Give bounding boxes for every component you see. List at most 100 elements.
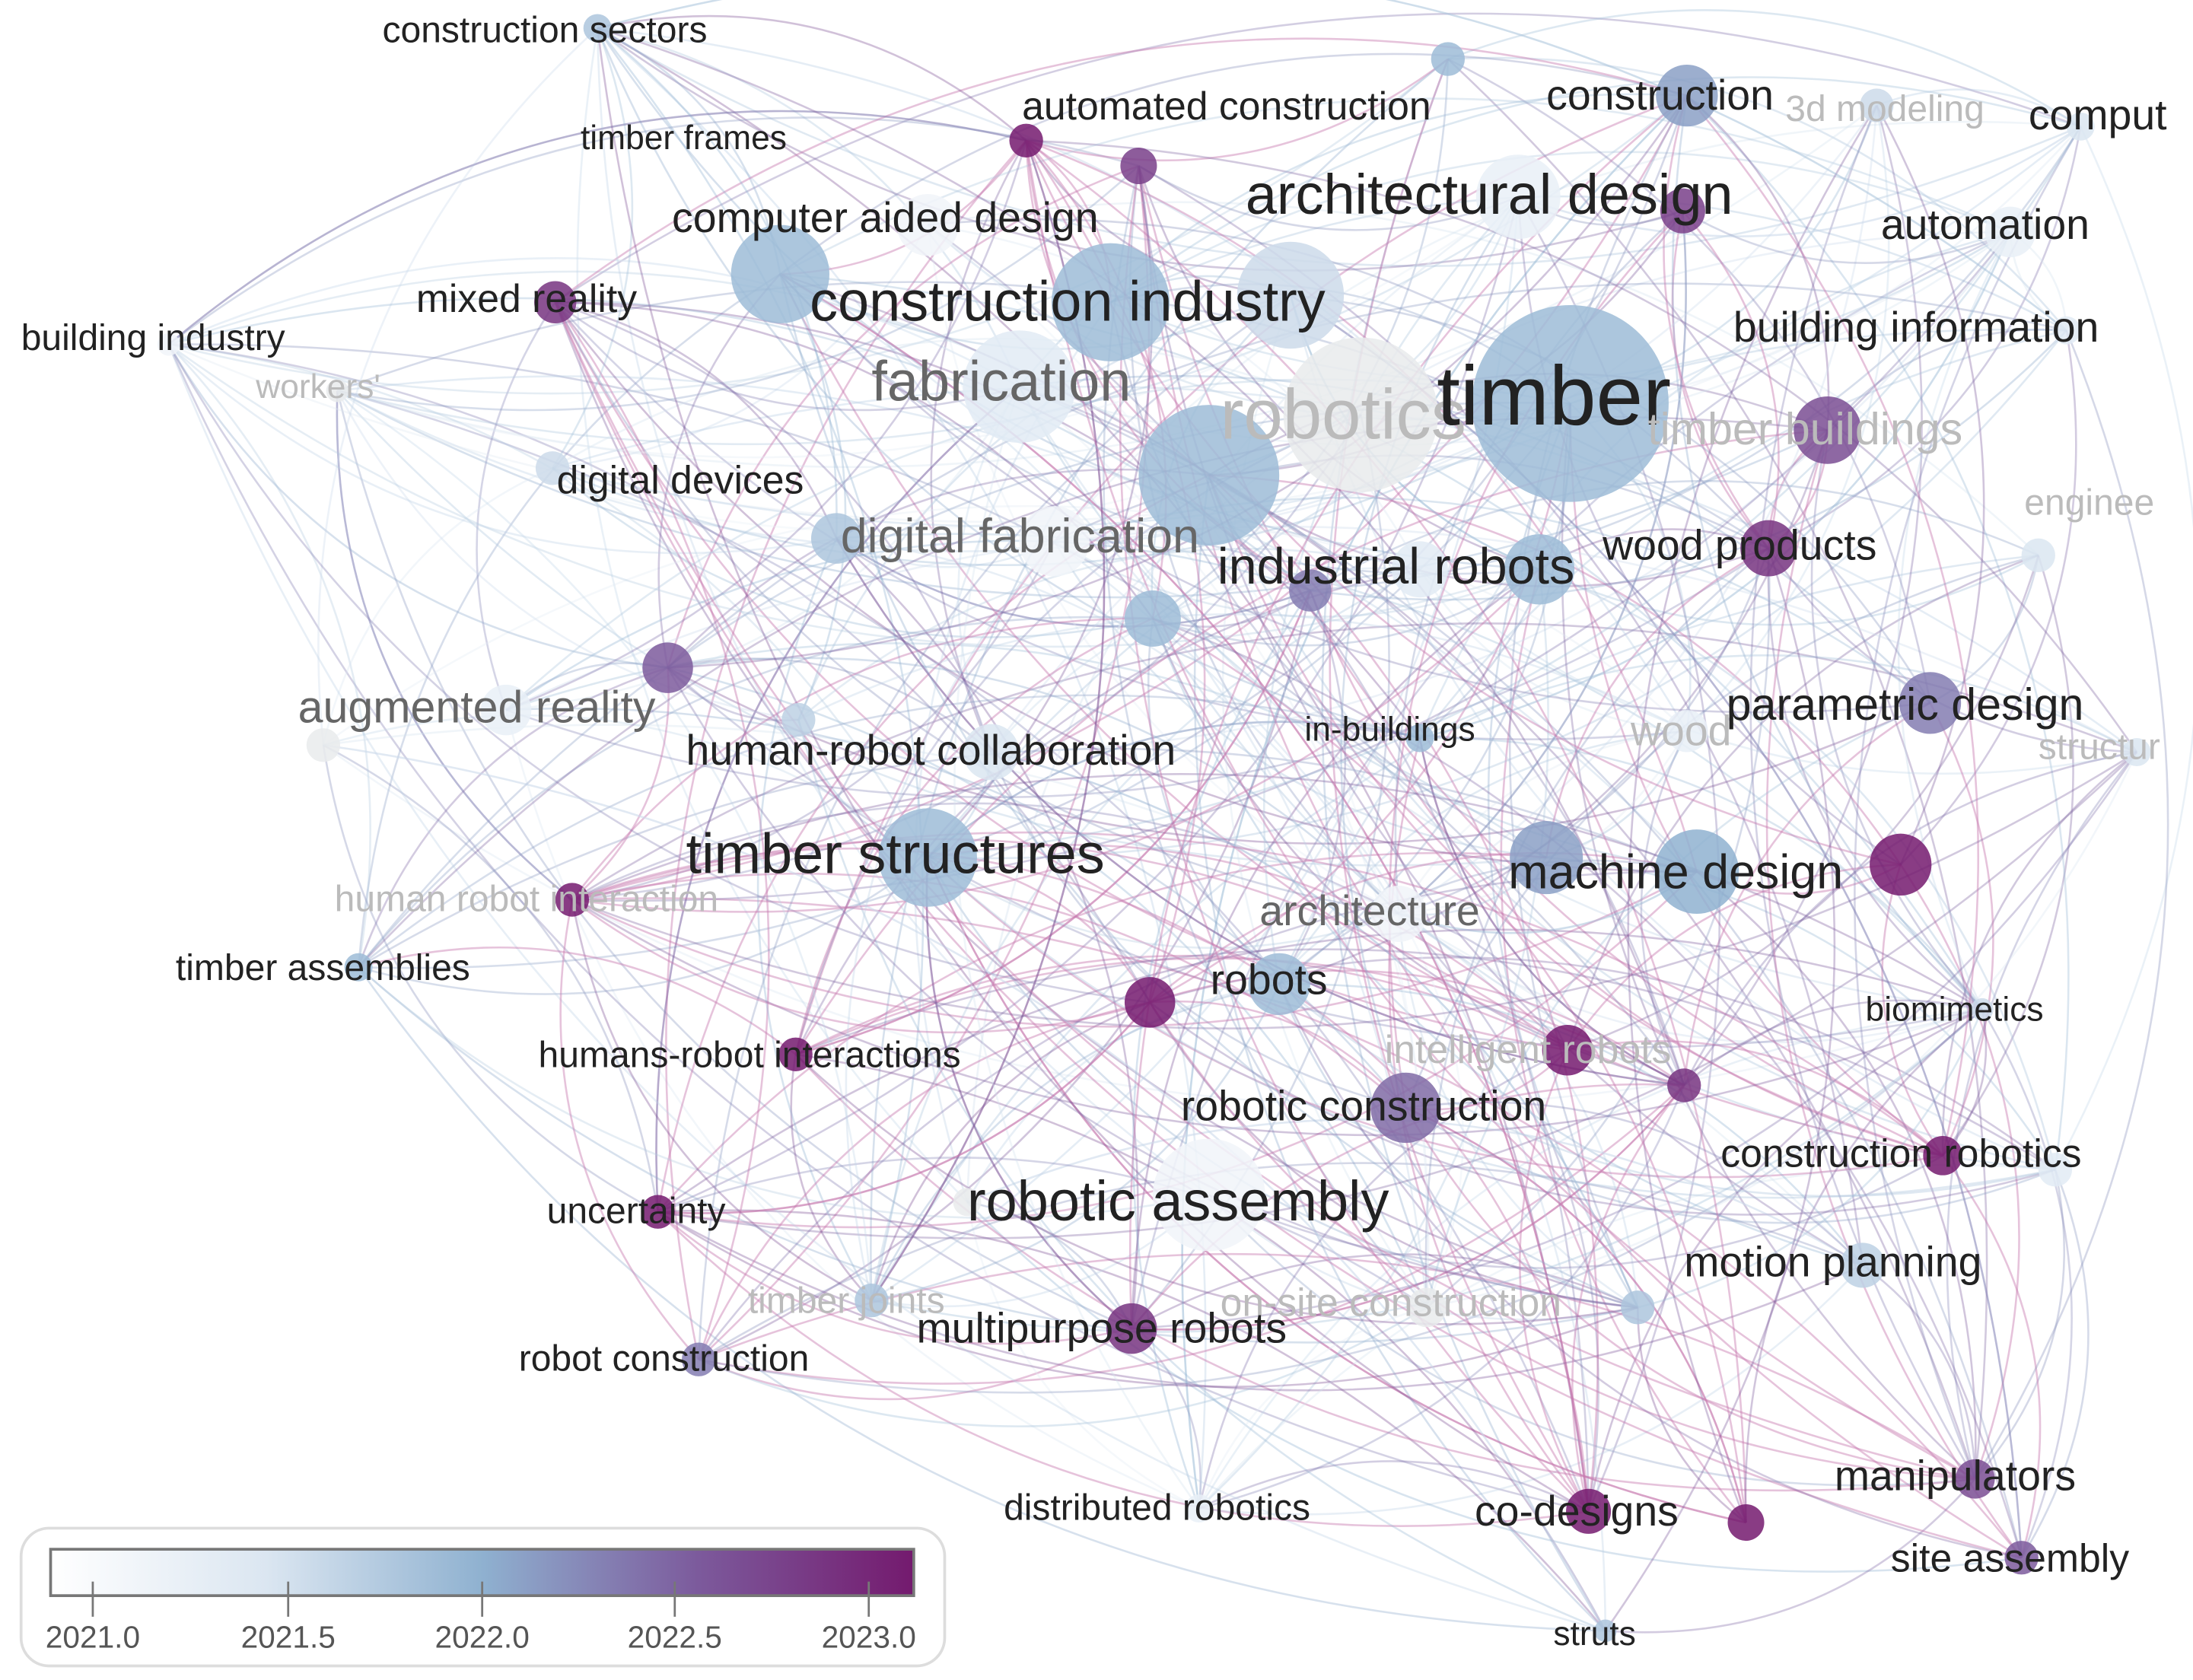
keyword-label[interactable]: co-designs: [1475, 1488, 1679, 1535]
keyword-node[interactable]: [1248, 953, 1310, 1016]
keyword-label[interactable]: human robot interaction: [335, 879, 718, 919]
keyword-label[interactable]: uncertainty: [547, 1191, 726, 1231]
keyword-node[interactable]: [1666, 710, 1708, 752]
keyword-node[interactable]: [1009, 123, 1043, 158]
keyword-node[interactable]: [1431, 42, 1466, 76]
keyword-node[interactable]: [1542, 1024, 1593, 1076]
keyword-label[interactable]: computer aided design: [672, 194, 1099, 241]
keyword-node[interactable]: [344, 953, 373, 982]
keyword-label[interactable]: in-buildings: [1304, 711, 1475, 749]
keyword-node[interactable]: [963, 724, 1020, 781]
keyword-node[interactable]: [1391, 541, 1448, 598]
keyword-node[interactable]: [1051, 243, 1170, 361]
keyword-node[interactable]: [1475, 154, 1561, 240]
keyword-node[interactable]: [781, 702, 816, 737]
keyword-label[interactable]: construction: [1546, 72, 1774, 119]
keyword-node[interactable]: [1860, 88, 1894, 123]
keyword-label[interactable]: building information: [1733, 304, 2099, 351]
keyword-node[interactable]: [2066, 112, 2095, 141]
keyword-label[interactable]: wood: [1630, 707, 1731, 754]
keyword-label[interactable]: automation: [1881, 201, 2090, 248]
keyword-label[interactable]: construction robotics: [1720, 1131, 2081, 1176]
keyword-node[interactable]: [682, 1342, 716, 1376]
keyword-node[interactable]: [1510, 821, 1583, 895]
keyword-label[interactable]: distributed robotics: [1004, 1488, 1310, 1528]
keyword-label[interactable]: construction sectors: [383, 10, 708, 50]
keyword-label[interactable]: digital devices: [557, 458, 804, 502]
keyword-node[interactable]: [730, 224, 829, 323]
keyword-node[interactable]: [1971, 998, 1994, 1021]
keyword-label[interactable]: struts: [1553, 1615, 1635, 1653]
keyword-node[interactable]: [1899, 672, 1962, 734]
keyword-node[interactable]: [1472, 304, 1669, 502]
keyword-node[interactable]: [2122, 738, 2151, 766]
keyword-label[interactable]: robot construction: [519, 1339, 810, 1379]
keyword-node[interactable]: [1794, 396, 1862, 464]
keyword-node[interactable]: [1405, 724, 1434, 752]
keyword-node[interactable]: [1124, 977, 1176, 1028]
keyword-node[interactable]: [1667, 1068, 1701, 1102]
keyword-node[interactable]: [1654, 829, 1739, 915]
keyword-node[interactable]: [1138, 405, 1280, 546]
keyword-node[interactable]: [896, 193, 959, 256]
keyword-node[interactable]: [306, 728, 341, 762]
keyword-label[interactable]: robotics: [1221, 374, 1466, 453]
keyword-node[interactable]: [555, 883, 590, 917]
keyword-node[interactable]: [641, 1195, 675, 1229]
keyword-label[interactable]: timber assemblies: [176, 948, 470, 988]
keyword-node[interactable]: [326, 379, 349, 402]
keyword-node[interactable]: [1237, 241, 1345, 349]
keyword-node[interactable]: [1621, 1290, 1655, 1325]
keyword-label[interactable]: timber structures: [686, 822, 1105, 885]
keyword-node[interactable]: [953, 1188, 982, 1217]
keyword-node[interactable]: [1985, 206, 2036, 258]
keyword-label[interactable]: timber joints: [748, 1281, 945, 1322]
keyword-node[interactable]: [2052, 316, 2081, 345]
keyword-node[interactable]: [535, 451, 570, 485]
keyword-label[interactable]: on-site construction: [1221, 1280, 1561, 1324]
keyword-node[interactable]: [534, 281, 577, 323]
keyword-label[interactable]: human-robot collaboration: [686, 727, 1176, 774]
keyword-label[interactable]: comput: [2029, 91, 2167, 138]
keyword-node[interactable]: [855, 1283, 889, 1318]
keyword-label[interactable]: fabrication: [871, 350, 1131, 413]
keyword-label[interactable]: humans-robot interactions: [539, 1035, 961, 1075]
keyword-node[interactable]: [157, 332, 180, 356]
keyword-node[interactable]: [480, 684, 532, 736]
keyword-node[interactable]: [2021, 538, 2055, 573]
keyword-node[interactable]: [1370, 886, 1428, 942]
keyword-node[interactable]: [1840, 1242, 1886, 1288]
keyword-label[interactable]: robotic assembly: [967, 1169, 1389, 1233]
keyword-node[interactable]: [1106, 1303, 1157, 1354]
keyword-node[interactable]: [1289, 569, 1332, 612]
keyword-label[interactable]: manipulators: [1835, 1452, 2076, 1500]
keyword-label[interactable]: motion planning: [1684, 1239, 1981, 1286]
keyword-node[interactable]: [778, 1037, 813, 1071]
keyword-label[interactable]: timber buildings: [1647, 403, 1962, 454]
keyword-label[interactable]: robotic construction: [1181, 1083, 1546, 1130]
keyword-label[interactable]: augmented reality: [298, 682, 656, 733]
keyword-label[interactable]: machine design: [1508, 846, 1843, 899]
keyword-label[interactable]: timber: [1437, 349, 1671, 443]
keyword-label[interactable]: building industry: [21, 318, 285, 358]
keyword-node[interactable]: [583, 14, 612, 43]
keyword-label[interactable]: robots: [1211, 956, 1328, 1003]
keyword-label[interactable]: architecture: [1259, 887, 1479, 934]
keyword-label[interactable]: workers': [255, 368, 380, 406]
keyword-node[interactable]: [1120, 148, 1157, 185]
keyword-node[interactable]: [1370, 1072, 1441, 1144]
keyword-node[interactable]: [1019, 506, 1090, 577]
keyword-label[interactable]: site assembly: [1891, 1536, 2129, 1580]
keyword-label[interactable]: automated construction: [1022, 84, 1431, 128]
keyword-node[interactable]: [642, 642, 693, 693]
keyword-node[interactable]: [1955, 1459, 1995, 1499]
keyword-label[interactable]: timber frames: [581, 119, 787, 157]
keyword-label[interactable]: construction industry: [810, 269, 1326, 332]
keyword-node[interactable]: [1593, 1619, 1617, 1643]
keyword-node[interactable]: [1660, 188, 1705, 234]
keyword-node[interactable]: [1124, 590, 1181, 647]
keyword-label[interactable]: digital fabrication: [841, 510, 1199, 563]
keyword-node[interactable]: [1870, 833, 1932, 896]
keyword-label[interactable]: intelligent robots: [1385, 1027, 1672, 1071]
keyword-node[interactable]: [1152, 1138, 1265, 1252]
